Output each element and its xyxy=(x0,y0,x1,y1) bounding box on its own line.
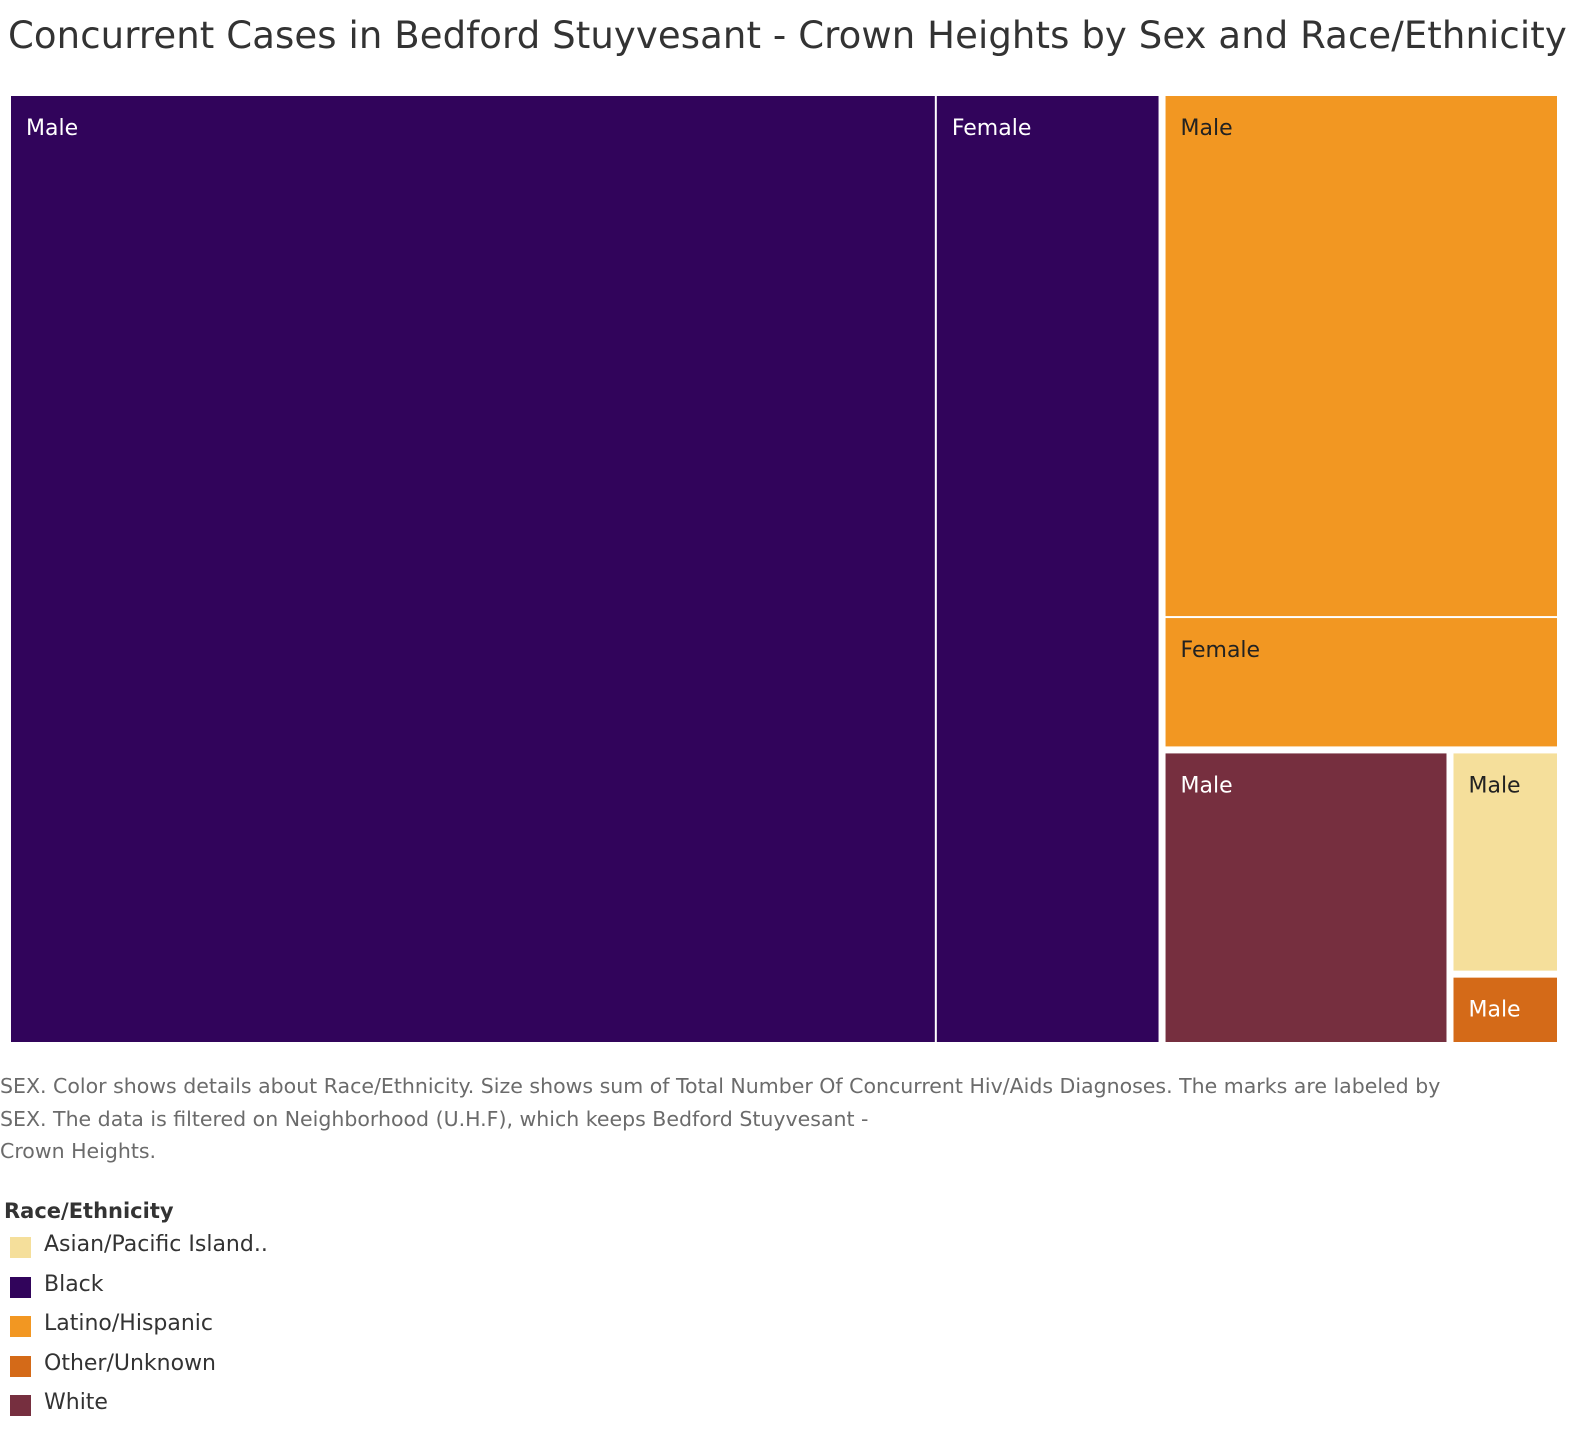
legend-item-asian-pacific-islander[interactable]: Asian/Pacific Island.. xyxy=(4,1232,268,1274)
tile-black-female[interactable] xyxy=(936,96,1159,1042)
tile-latino-hispanic-male[interactable] xyxy=(1165,96,1557,617)
caption-line-3: Crown Heights. xyxy=(0,1139,157,1163)
caption-line-2: SEX. The data is filtered on Neighborhoo… xyxy=(0,1106,869,1131)
legend-swatch xyxy=(10,1355,31,1377)
tile-label-latino-hispanic-male: Male xyxy=(1181,116,1233,141)
legend: Race/Ethnicity Asian/Pacific Island.. Bl… xyxy=(4,1194,268,1432)
tile-white-male[interactable] xyxy=(1165,753,1447,1042)
legend-item-white[interactable]: White xyxy=(4,1390,174,1432)
legend-swatch xyxy=(10,1316,31,1337)
tile-other-unknown-male[interactable] xyxy=(1453,977,1557,1042)
tile-black-male[interactable] xyxy=(11,96,935,1042)
chart-caption: SEX. Color shows details about Race/Ethn… xyxy=(0,1070,1588,1168)
legend-label: White xyxy=(44,1390,108,1415)
tile-latino-hispanic-female[interactable] xyxy=(1165,618,1557,747)
tile-label-latino-hispanic-female: Female xyxy=(1181,638,1261,663)
legend-label: Other/Unknown xyxy=(44,1350,217,1376)
legend-item-other-unknown[interactable]: Other/Unknown xyxy=(4,1351,216,1393)
caption-line-1: SEX. Color shows details about Race/Ethn… xyxy=(0,1074,1441,1098)
legend-item-latino-hispanic[interactable]: Latino/Hispanic xyxy=(4,1311,213,1353)
tile-label-black-male: Male xyxy=(26,116,78,141)
treemap: Male Female Male Female Male Male Male xyxy=(11,96,1557,1042)
legend-swatch xyxy=(10,1276,31,1298)
legend-label: Latino/Hispanic xyxy=(44,1311,214,1336)
legend-item-black[interactable]: Black xyxy=(4,1271,174,1314)
legend-label: Black xyxy=(44,1271,104,1297)
tile-label-asian-pacific-island-male: Male xyxy=(1468,773,1520,798)
tile-label-other-unknown-male: Male xyxy=(1468,998,1520,1023)
legend-swatch xyxy=(10,1395,31,1416)
tile-label-white-male: Male xyxy=(1181,773,1233,798)
legend-swatch xyxy=(10,1237,31,1258)
tile-label-black-female: Female xyxy=(952,116,1032,141)
chart-title: Concurrent Cases in Bedford Stuyvesant -… xyxy=(8,14,1567,57)
tile-asian-pacific-island-male[interactable] xyxy=(1453,753,1557,971)
legend-label: Asian/Pacific Island.. xyxy=(44,1232,268,1257)
legend-title: Race/Ethnicity xyxy=(4,1199,174,1223)
